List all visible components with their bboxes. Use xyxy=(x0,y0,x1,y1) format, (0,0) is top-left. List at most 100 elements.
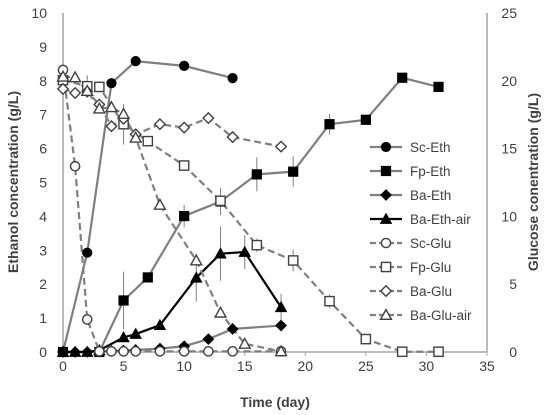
legend-label-fp-eth: Fp-Eth xyxy=(410,164,451,179)
point-ba-glu xyxy=(202,111,215,125)
y-tick-label: 4 xyxy=(39,208,47,224)
legend-label-fp-glu: Fp-Glu xyxy=(410,260,451,275)
point-ba-glu-air xyxy=(129,130,143,143)
legend-marker-fp-eth xyxy=(380,165,392,177)
point-fp-glu xyxy=(324,295,335,307)
x-tick-label: 0 xyxy=(59,358,67,374)
x-tick-label: 5 xyxy=(120,358,128,374)
legend-marker-sc-eth xyxy=(380,141,392,153)
point-ba-glu xyxy=(68,86,82,100)
point-sc-eth xyxy=(106,78,117,89)
y2-tick-label: 25 xyxy=(501,5,517,21)
point-ba-eth-air xyxy=(68,345,82,357)
point-sc-glu xyxy=(94,346,105,357)
legend-label-ba-eth-air: Ba-Eth-air xyxy=(410,212,471,227)
point-fp-eth xyxy=(433,81,444,93)
markers xyxy=(56,56,444,358)
point-ba-eth-air xyxy=(80,345,94,357)
point-fp-glu xyxy=(251,239,263,251)
point-ba-glu-air xyxy=(213,305,228,318)
y-tick-label: 0 xyxy=(39,344,47,360)
point-ba-glu xyxy=(226,130,239,144)
point-fp-eth xyxy=(179,210,190,222)
point-sc-eth xyxy=(179,60,190,71)
point-ba-glu xyxy=(177,121,191,134)
point-ba-glu-air xyxy=(80,84,94,96)
point-fp-eth xyxy=(118,295,129,306)
point-fp-glu xyxy=(360,333,372,345)
legend: Sc-Eth Fp-Eth Ba-Eth Ba-Eth-air Sc-Glu Fp-Glu… xyxy=(370,140,472,323)
point-ba-glu xyxy=(56,82,70,96)
y2-tick-label: 20 xyxy=(501,73,517,89)
y-tick-label: 10 xyxy=(31,5,47,21)
point-sc-eth xyxy=(130,56,141,67)
point-ba-eth-air xyxy=(190,271,203,283)
point-ba-eth xyxy=(202,333,215,346)
point-sc-glu xyxy=(203,346,214,357)
point-sc-glu xyxy=(154,346,166,357)
point-sc-glu xyxy=(81,314,93,325)
x-tick-label: 10 xyxy=(176,358,192,374)
legend-marker-ba-glu-air xyxy=(379,308,393,321)
legend-label-sc-glu: Sc-Glu xyxy=(410,236,451,251)
y-tick-label: 1 xyxy=(39,310,47,326)
point-ba-eth-air xyxy=(129,327,142,339)
point-fp-glu xyxy=(396,346,408,358)
point-fp-glu xyxy=(433,346,444,358)
point-sc-glu xyxy=(106,346,117,357)
point-ba-glu-air xyxy=(153,198,167,210)
point-sc-glu xyxy=(130,346,141,357)
legend-marker-ba-eth xyxy=(380,189,392,201)
point-ba-glu-air xyxy=(68,70,82,83)
point-ba-eth-air xyxy=(214,247,227,259)
legend-marker-ba-eth-air xyxy=(379,212,393,224)
series-lines xyxy=(61,59,439,354)
point-ba-glu-air xyxy=(104,100,119,113)
point-fp-eth xyxy=(142,272,153,283)
x-axis-title: Time (day) xyxy=(240,394,310,410)
point-fp-glu xyxy=(178,160,190,171)
point-sc-eth xyxy=(82,247,93,258)
point-ba-glu xyxy=(105,120,118,133)
legend-marker-sc-glu xyxy=(380,237,392,249)
legend-label-ba-eth: Ba-Eth xyxy=(410,188,451,203)
y-tick-label: 5 xyxy=(39,175,47,191)
y-axis-title: Ethanol concentration (g/L) xyxy=(5,91,21,273)
ticks: 0 5 10 15 20 25 30 35 0 1 2 3 4 5 6 7 8 9 10 0 5 10 15 20 25 xyxy=(31,5,517,374)
point-fp-glu xyxy=(287,255,299,266)
legend-label-ba-glu: Ba-Glu xyxy=(410,284,452,299)
point-ba-glu-air xyxy=(56,69,70,82)
y-tick-label: 3 xyxy=(39,242,47,258)
y2-tick-label: 10 xyxy=(501,208,517,224)
y2-tick-label: 15 xyxy=(501,141,517,157)
point-ba-eth-air xyxy=(117,330,130,343)
point-ba-glu-air xyxy=(116,107,131,120)
y-tick-label: 2 xyxy=(39,276,47,292)
point-ba-eth-air xyxy=(238,245,251,257)
series-line-fp-eth xyxy=(63,76,439,354)
point-ba-glu-air xyxy=(92,101,106,114)
point-fp-eth xyxy=(360,114,371,125)
x-tick-label: 35 xyxy=(479,358,495,374)
point-sc-glu xyxy=(118,346,129,357)
point-fp-eth xyxy=(324,119,335,130)
point-ba-glu-air xyxy=(274,344,288,357)
x-tick-label: 20 xyxy=(297,358,313,374)
point-ba-eth xyxy=(226,323,239,335)
x-tick-label: 30 xyxy=(419,358,435,374)
point-ba-eth-air xyxy=(56,345,70,357)
point-ba-eth xyxy=(275,319,287,332)
point-fp-glu xyxy=(215,195,226,207)
x-tick-label: 25 xyxy=(358,358,374,374)
point-fp-glu xyxy=(142,135,154,147)
legend-label-sc-eth: Sc-Eth xyxy=(410,140,451,155)
series-line-ba-glu xyxy=(62,87,282,148)
y-tick-label: 6 xyxy=(39,141,47,157)
y2-axis-title: Glucose conentration (g/L) xyxy=(525,93,541,271)
point-ba-glu-air xyxy=(189,253,203,266)
point-fp-glu xyxy=(94,81,105,93)
legend-label-ba-glu-air: Ba-Glu-air xyxy=(410,308,472,323)
series-line-ba-eth-air xyxy=(63,250,282,354)
point-ba-eth-air xyxy=(153,318,167,331)
legend-marker-fp-glu xyxy=(380,261,392,273)
